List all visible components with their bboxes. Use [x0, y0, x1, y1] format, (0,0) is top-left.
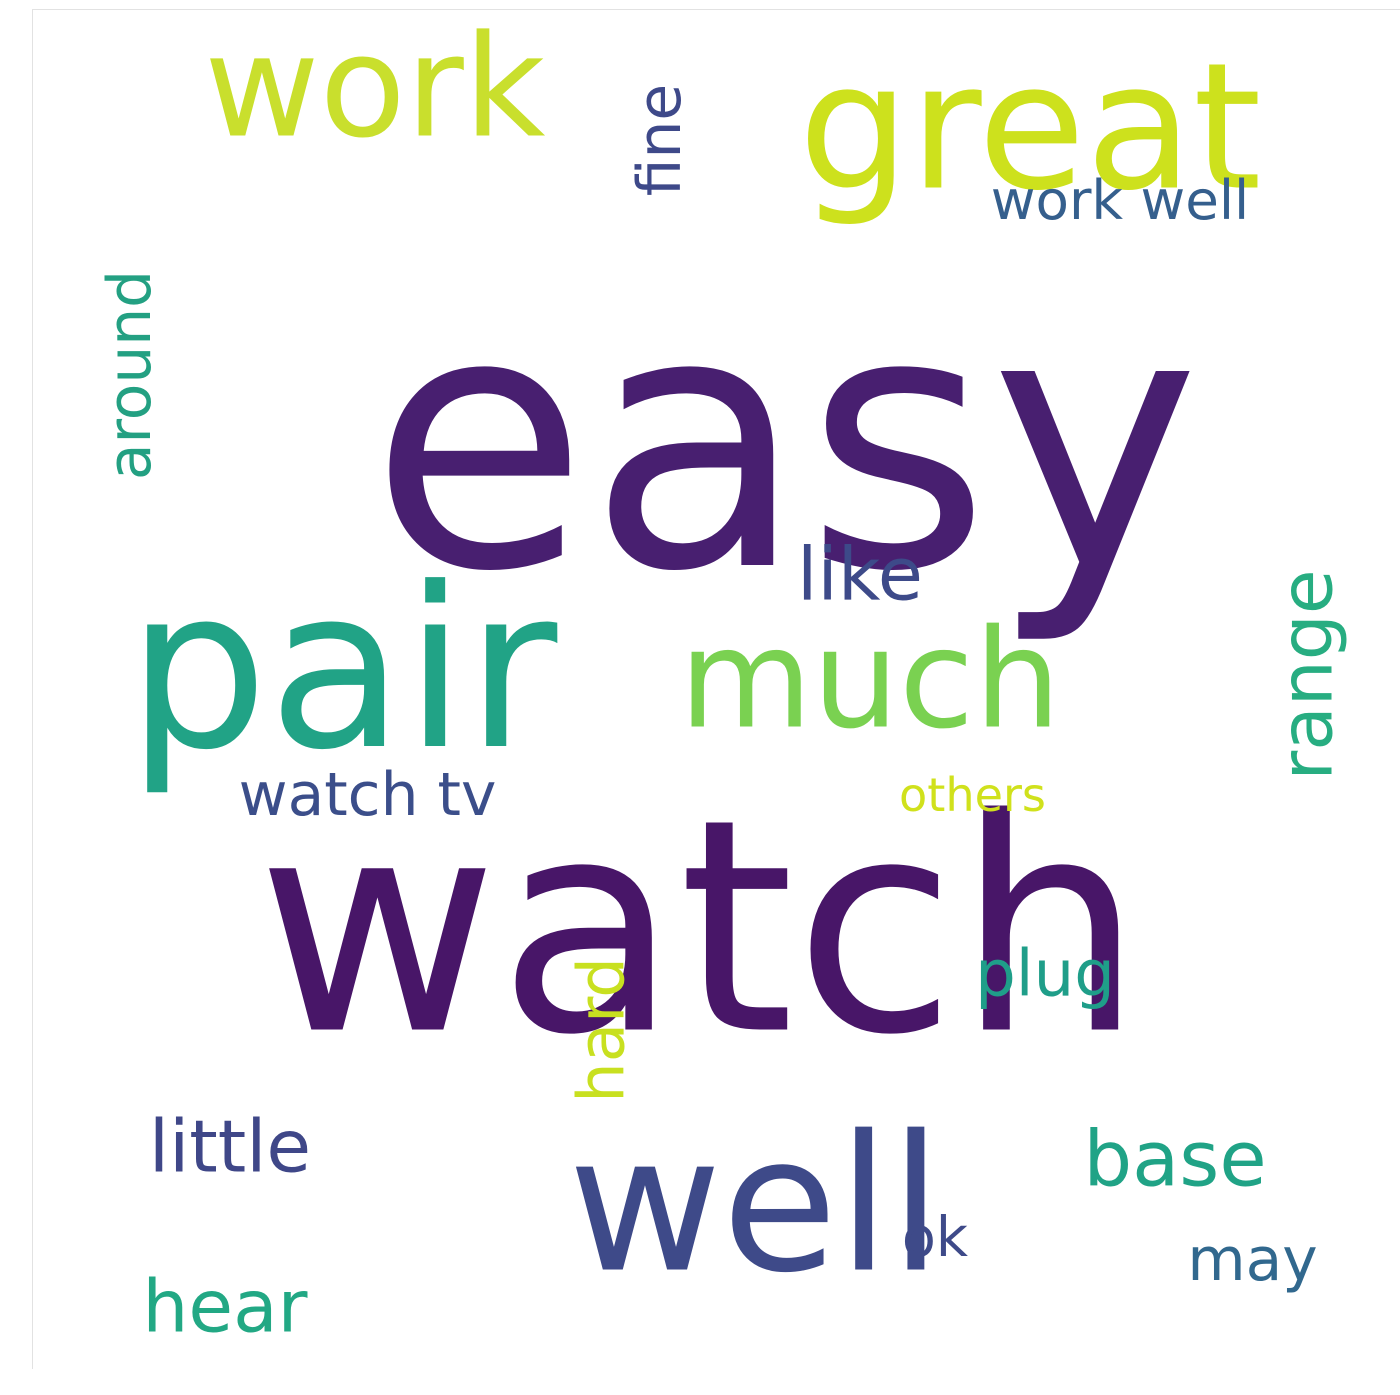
word-hear: hear: [142, 1266, 307, 1350]
word-others: others: [899, 768, 1046, 822]
word-work-well: work well: [991, 168, 1249, 232]
frame-top-line: [32, 9, 1400, 10]
word-great: great: [798, 26, 1261, 230]
word-easy: easy: [370, 236, 1200, 649]
word-ok: ok: [902, 1205, 968, 1270]
word-like: like: [797, 533, 923, 618]
word-well: well: [568, 1096, 942, 1315]
word-around: around: [95, 270, 165, 480]
word-base: base: [1083, 1116, 1266, 1205]
word-plug: plug: [975, 938, 1115, 1012]
word-pair: pair: [127, 541, 558, 799]
word-hard: hard: [566, 957, 640, 1103]
word-fine: fine: [625, 84, 695, 196]
word-may: may: [1187, 1225, 1317, 1295]
word-much: much: [679, 601, 1061, 760]
frame-left-line: [32, 9, 33, 1369]
word-little: little: [149, 1106, 311, 1190]
word-watch: watch: [257, 756, 1143, 1100]
word-work: work: [204, 6, 546, 170]
word-watch-tv: watch tv: [239, 760, 497, 830]
word-range: range: [1266, 569, 1350, 780]
